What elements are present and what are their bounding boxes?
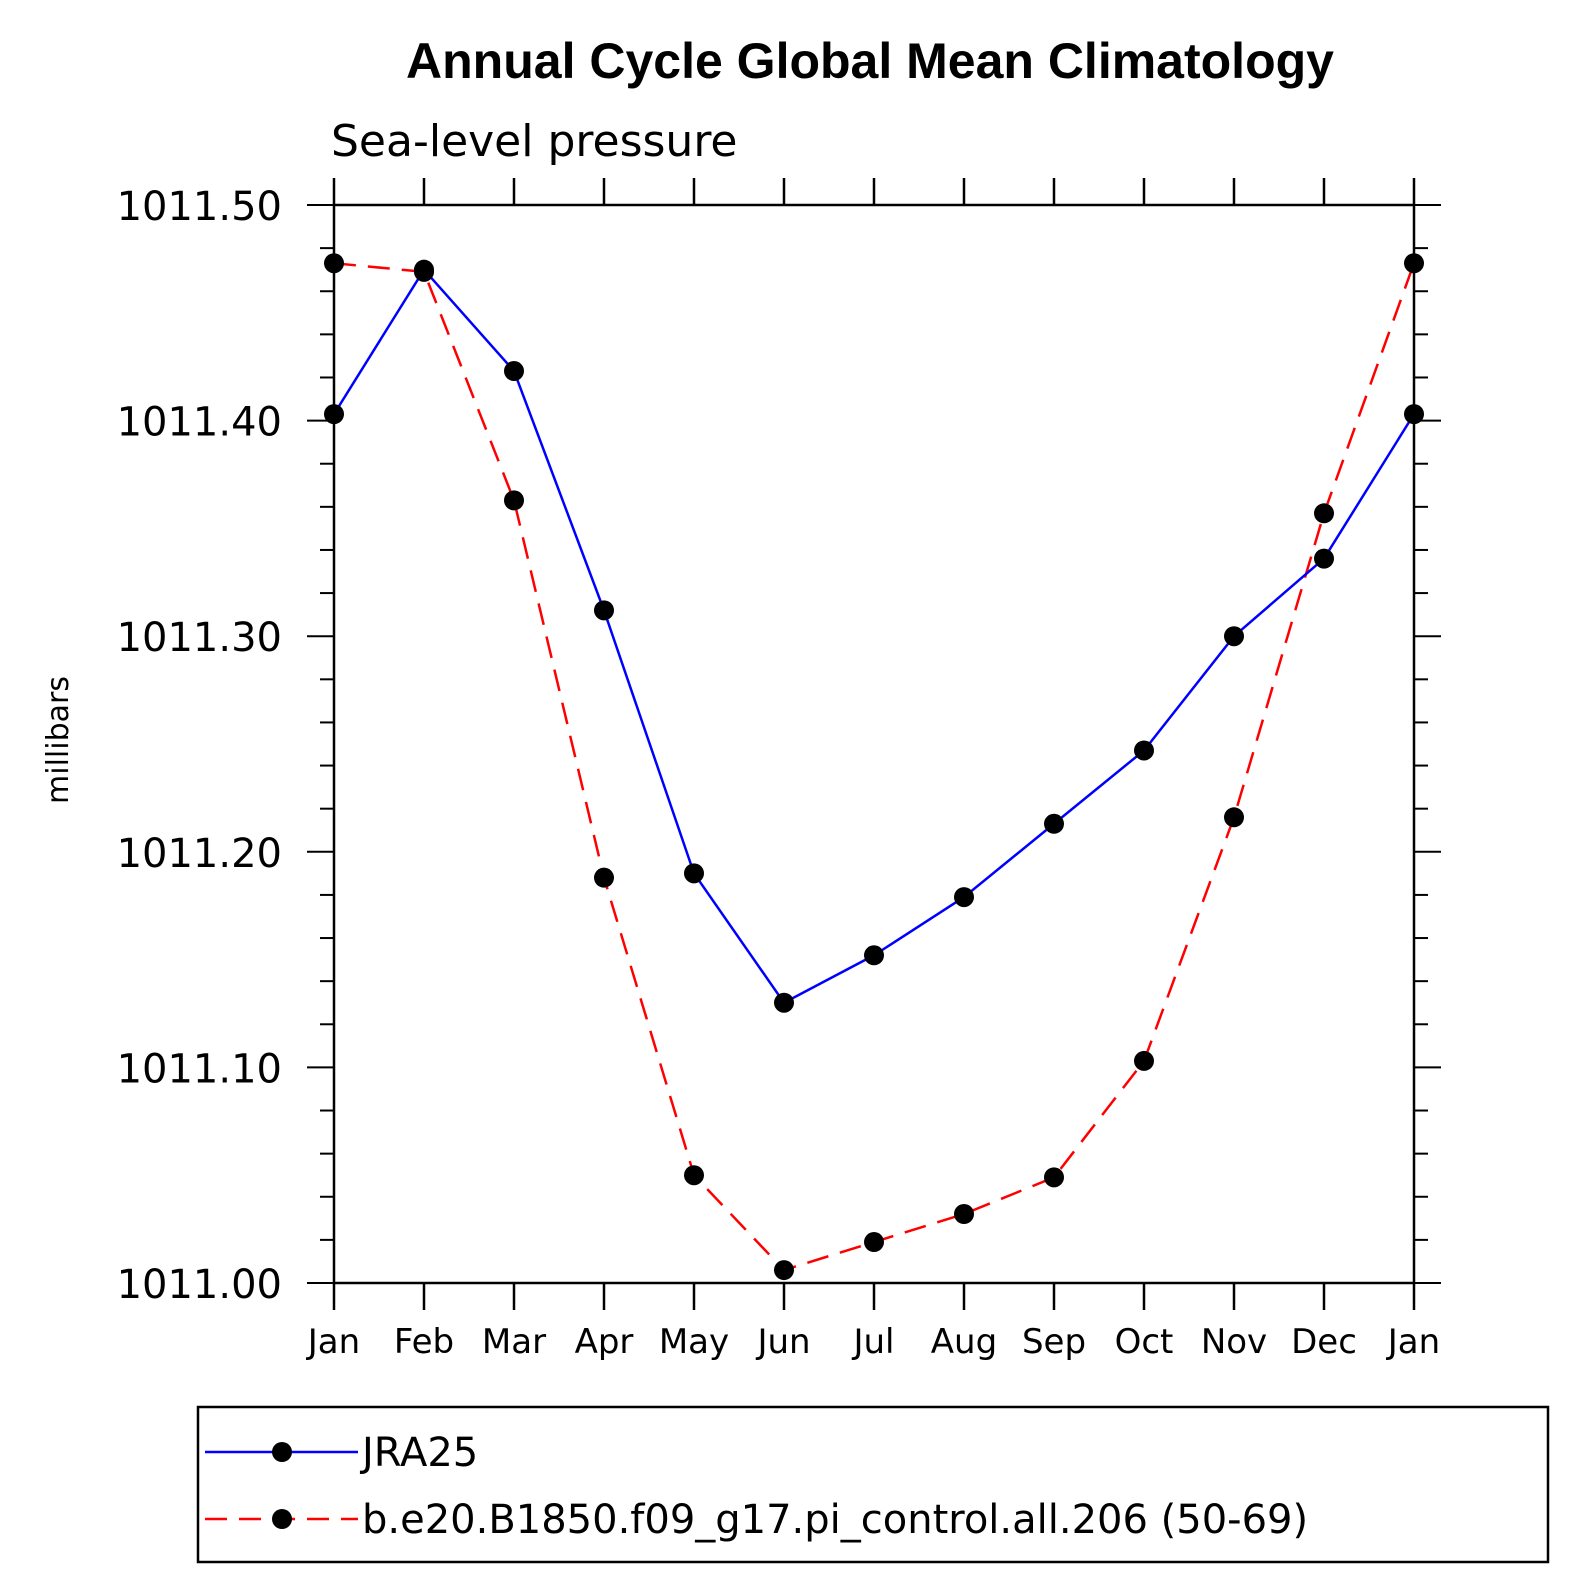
- data-point: [414, 261, 434, 282]
- chart-subtitle: Sea-level pressure: [331, 116, 738, 167]
- series-line: [332, 267, 1416, 1005]
- plot-frame: [332, 203, 1416, 1285]
- x-tick-label: Jun: [755, 1322, 810, 1362]
- data-point: [1224, 807, 1244, 828]
- data-point: [1134, 740, 1154, 761]
- y-tick-label: 1011.40: [117, 400, 282, 446]
- x-tick-label: Jan: [1386, 1322, 1440, 1362]
- x-tick-label: May: [659, 1322, 729, 1362]
- x-tick-label: Sep: [1022, 1322, 1086, 1362]
- data-point: [1224, 626, 1244, 647]
- data-point: [864, 1232, 884, 1253]
- data-point: [774, 1260, 794, 1281]
- x-tick-label: Apr: [575, 1322, 634, 1362]
- data-point: [324, 404, 344, 425]
- data-point: [954, 887, 974, 908]
- data-point: [1044, 813, 1064, 834]
- data-point: [594, 867, 614, 888]
- data-point: [1404, 253, 1424, 274]
- x-tick-label: Jul: [851, 1322, 894, 1362]
- y-tick-label: 1011.30: [117, 615, 282, 661]
- data-point: [1404, 404, 1424, 425]
- series-group: [324, 253, 1424, 1281]
- y-tick-label: 1011.50: [117, 184, 282, 230]
- axes: Jan Feb Mar Apr May Jun Jul Aug Sep Oct Nov Dec Jan 1…: [117, 178, 1441, 1362]
- data-point: [954, 1204, 974, 1225]
- x-tick-label: Mar: [482, 1322, 546, 1362]
- y-axis-label: millibars: [41, 676, 76, 804]
- data-point: [324, 253, 344, 274]
- y-tick-label: 1011.10: [117, 1046, 282, 1092]
- data-point: [594, 600, 614, 621]
- legend-box: [196, 1405, 1550, 1564]
- legend: JRA25 b.e20.B1850.f09_g17.pi_control.all.…: [196, 1405, 1550, 1564]
- data-point: [684, 863, 704, 884]
- y-tick-label: 1011.00: [117, 1262, 282, 1308]
- chart-title: Annual Cycle Global Mean Climatology: [406, 33, 1334, 89]
- data-point: [504, 490, 524, 511]
- data-point: [864, 945, 884, 966]
- x-tick-label: Nov: [1201, 1322, 1267, 1362]
- data-point: [774, 992, 794, 1013]
- x-tick-label: Oct: [1115, 1322, 1174, 1362]
- data-point: [1314, 548, 1334, 569]
- data-point: [1044, 1167, 1064, 1188]
- series-line: [333, 261, 1416, 1272]
- data-point: [1314, 503, 1334, 524]
- legend-marker: [272, 1509, 292, 1529]
- x-tick-label: Feb: [394, 1322, 454, 1362]
- legend-marker: [272, 1442, 292, 1462]
- legend-label: b.e20.B1850.f09_g17.pi_control.all.206 (…: [362, 1497, 1308, 1543]
- data-point: [684, 1165, 704, 1186]
- x-tick-label: Aug: [931, 1322, 997, 1362]
- x-tick-label: Jan: [306, 1322, 360, 1362]
- y-tick-label: 1011.20: [117, 831, 282, 877]
- data-point: [1134, 1050, 1154, 1071]
- x-tick-label: Dec: [1291, 1322, 1357, 1362]
- data-point: [504, 361, 524, 382]
- legend-label: JRA25: [359, 1430, 478, 1476]
